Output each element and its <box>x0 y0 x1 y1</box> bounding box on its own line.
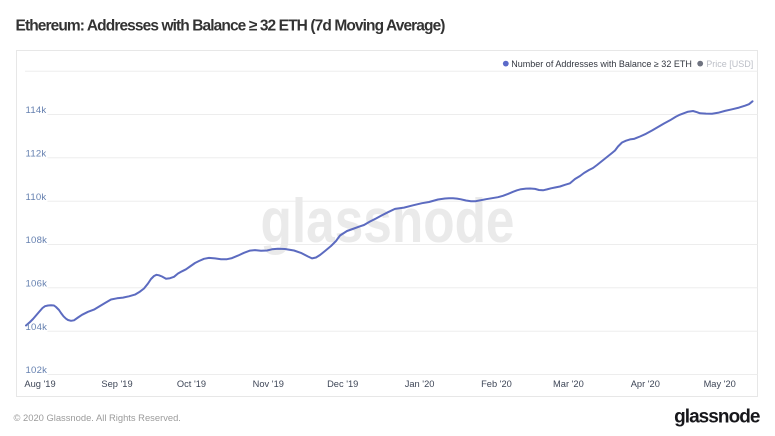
svg-text:Number of Addresses with Balan: Number of Addresses with Balance ≥ 32 ET… <box>511 59 692 69</box>
svg-text:106k: 106k <box>26 279 48 290</box>
svg-text:Sep '19: Sep '19 <box>101 379 132 389</box>
svg-text:Jan '20: Jan '20 <box>405 379 435 389</box>
svg-text:May '20: May '20 <box>704 379 736 389</box>
svg-text:Oct '19: Oct '19 <box>177 379 206 389</box>
svg-text:Mar '20: Mar '20 <box>553 379 584 389</box>
svg-text:Feb '20: Feb '20 <box>481 379 512 389</box>
svg-text:102k: 102k <box>26 365 48 376</box>
svg-text:glassnode: glassnode <box>674 406 760 427</box>
svg-text:104k: 104k <box>26 322 48 333</box>
svg-text:Ethereum: Addresses with Balan: Ethereum: Addresses with Balance ≥ 32 ET… <box>16 18 446 35</box>
svg-text:Apr '20: Apr '20 <box>631 379 660 389</box>
svg-text:glassnode: glassnode <box>261 187 515 256</box>
svg-text:Nov '19: Nov '19 <box>253 379 284 389</box>
svg-text:Price [USD]: Price [USD] <box>706 59 753 69</box>
svg-text:112k: 112k <box>26 149 47 160</box>
svg-text:108k: 108k <box>26 235 48 246</box>
svg-text:Aug '19: Aug '19 <box>24 379 55 389</box>
svg-text:© 2020 Glassnode. All Rights R: © 2020 Glassnode. All Rights Reserved. <box>14 412 181 423</box>
svg-text:110k: 110k <box>26 192 47 203</box>
svg-text:114k: 114k <box>26 105 47 116</box>
svg-text:Dec '19: Dec '19 <box>327 379 358 389</box>
